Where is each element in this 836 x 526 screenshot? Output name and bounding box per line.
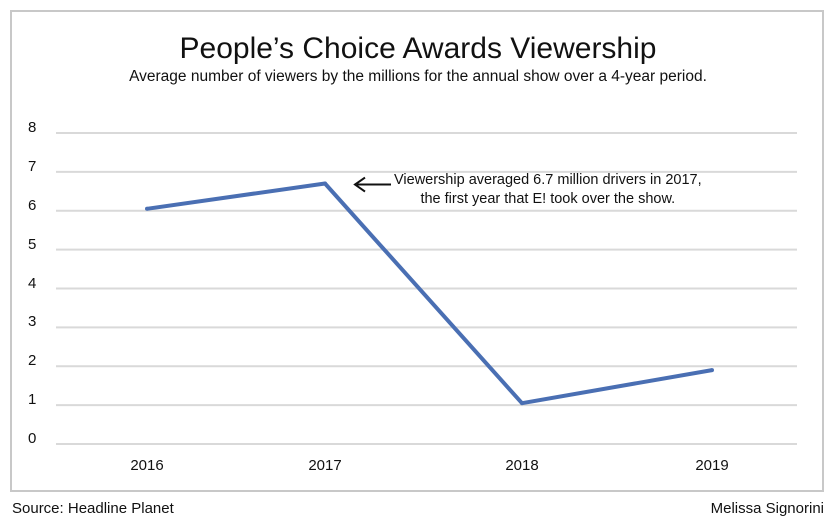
y-tick-label: 2	[28, 352, 37, 370]
y-tick-label: 6	[28, 196, 37, 214]
data-point-2016	[145, 206, 149, 211]
annotation-line-1: Viewership averaged 6.7 million drivers …	[394, 172, 702, 188]
chart-frame	[10, 10, 824, 492]
y-tick-label: 3	[28, 313, 37, 331]
x-tick-label: 2018	[505, 457, 539, 474]
data-point-2019	[710, 368, 714, 373]
x-tick-label: 2017	[308, 457, 342, 474]
chart-title: People’s Choice Awards Viewership	[179, 32, 657, 65]
y-tick-label: 1	[28, 391, 37, 409]
y-tick-label: 5	[28, 235, 37, 253]
y-tick-label: 7	[28, 157, 37, 175]
series-line	[146, 181, 713, 406]
annotation-arrowhead	[353, 176, 366, 193]
author-credit: Melissa Signorini	[710, 500, 824, 517]
annotation-line-2: the first year that E! took over the sho…	[420, 191, 676, 207]
y-tick-label: 4	[28, 274, 37, 292]
data-point-2018	[520, 401, 524, 406]
x-tick-label: 2016	[130, 457, 164, 474]
data-point-2017	[323, 181, 327, 186]
y-tick-label: 0	[28, 430, 37, 447]
annotation-text: Viewership averaged 6.7 million drivers …	[394, 171, 702, 209]
x-tick-label: 2019	[695, 457, 729, 474]
chart-subtitle: Average number of viewers by the million…	[129, 68, 707, 85]
source-credit: Source: Headline Planet	[12, 500, 174, 517]
y-tick-label: 8	[28, 119, 37, 136]
